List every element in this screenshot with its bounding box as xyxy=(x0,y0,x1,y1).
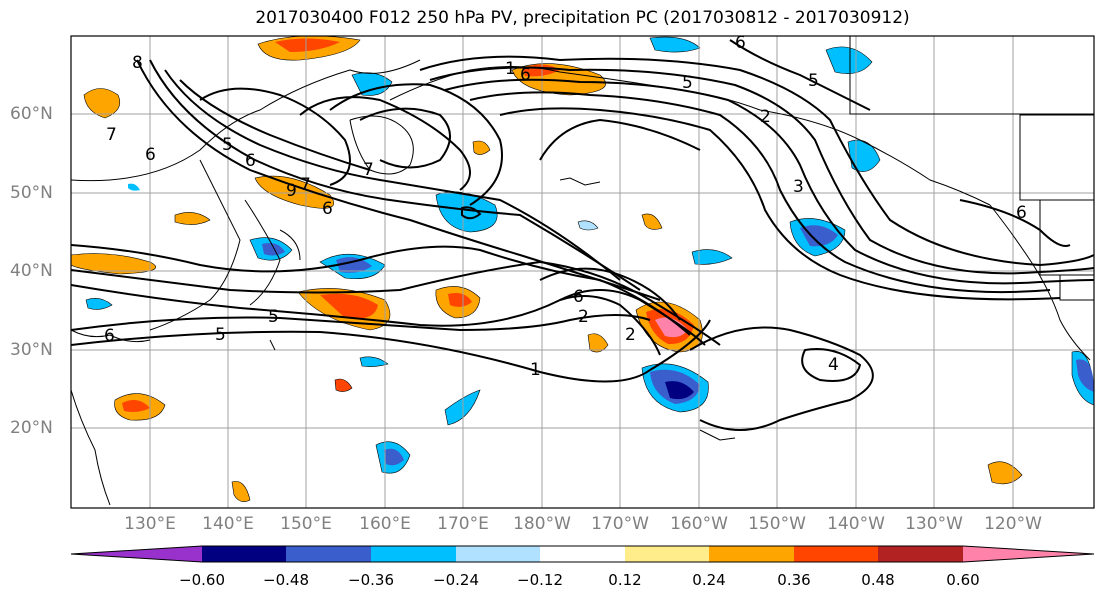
lon-label: 160°W xyxy=(670,514,728,534)
pv-contours xyxy=(71,39,1094,431)
contour-label: 9 xyxy=(286,181,297,201)
contour-label: 1 xyxy=(530,360,541,380)
lon-label: 170°W xyxy=(591,514,649,534)
lat-label-50n: 50°N xyxy=(10,183,53,203)
contour-label: 2 xyxy=(760,107,771,127)
colorbar-tick-label: −0.12 xyxy=(517,571,563,589)
lat-label-20n: 20°N xyxy=(10,418,53,438)
contour-label: 5 xyxy=(682,73,693,93)
colorbar-tick-label: 0.48 xyxy=(861,571,895,589)
colorbar-tick-label: 0.12 xyxy=(608,571,642,589)
colorbar-tick-label: −0.24 xyxy=(433,571,479,589)
contour-label: 6 xyxy=(735,33,746,53)
colorbar-tick-label: −0.36 xyxy=(348,571,394,589)
colorbar-tick-label: −0.60 xyxy=(179,571,225,589)
colorbar-tick-label: 0.60 xyxy=(946,571,980,589)
lat-label-30n: 30°N xyxy=(10,340,53,360)
contour-label: 5 xyxy=(808,71,819,91)
colorbar-tick-label: 0.36 xyxy=(777,571,811,589)
lon-label: 140°W xyxy=(827,514,885,534)
contour-label: 6 xyxy=(245,151,256,171)
contour-label: 6 xyxy=(104,326,115,346)
contour-label: 7 xyxy=(300,175,311,195)
lon-label: 120°W xyxy=(984,514,1042,534)
lat-label-60n: 60°N xyxy=(10,104,53,124)
contour-label: 6 xyxy=(1016,203,1027,223)
contour-label: 2 xyxy=(625,325,636,345)
lat-label-40n: 40°N xyxy=(10,261,53,281)
lon-label: 130°W xyxy=(905,514,963,534)
lon-label: 130°E xyxy=(124,514,176,534)
contour-label: 6 xyxy=(520,65,531,85)
contour-label: 6 xyxy=(573,287,584,307)
coastlines xyxy=(71,36,1094,506)
contour-label: 5 xyxy=(268,307,279,327)
map-frame xyxy=(70,35,1095,509)
contour-label: 6 xyxy=(145,145,156,165)
lon-label: 150°E xyxy=(280,514,332,534)
lon-label: 180°W xyxy=(513,514,571,534)
contour-label: 1 xyxy=(505,59,516,79)
contour-label: 6 xyxy=(322,199,333,219)
lon-label: 140°E xyxy=(202,514,254,534)
contour-labels: 8 7 6 5 6 9 6 7 1 6 7 5 6 5 2 3 5 6 5 6 … xyxy=(104,33,1027,380)
contour-label: 2 xyxy=(578,307,589,327)
contour-label: 7 xyxy=(363,160,374,180)
map-title: 2017030400 F012 250 hPa PV, precipitatio… xyxy=(255,8,910,28)
contour-label: 3 xyxy=(793,177,804,197)
contour-label: 8 xyxy=(132,53,143,73)
lon-label: 150°W xyxy=(748,514,806,534)
contour-label: 5 xyxy=(215,325,226,345)
lon-label: 160°E xyxy=(359,514,411,534)
lon-label: 170°E xyxy=(437,514,489,534)
contour-label: 5 xyxy=(222,135,233,155)
contour-label: 7 xyxy=(106,125,117,145)
colorbar-tick-label: −0.48 xyxy=(263,571,309,589)
colorbar-tick-label: 0.24 xyxy=(692,571,726,589)
contour-label: 4 xyxy=(828,355,839,375)
